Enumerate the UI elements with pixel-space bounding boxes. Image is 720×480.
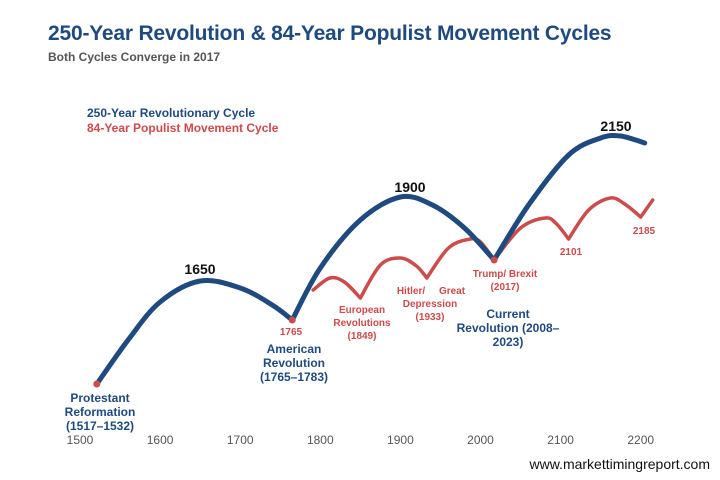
svg-text:Revolution (2008–: Revolution (2008– (457, 321, 560, 335)
svg-text:(1849): (1849) (348, 331, 377, 342)
annotation-hitler: Hitler/ Great Depression (1933) (397, 286, 466, 323)
svg-text:Hitler/: Hitler/ (397, 286, 426, 297)
marker-1765 (288, 316, 296, 324)
annotation-red-1765: 1765 (280, 327, 303, 338)
x-tick-label: 1500 (67, 433, 94, 447)
svg-text:Current: Current (486, 307, 529, 321)
annotation-protestant: Protestant Reformation (1517–1532) (65, 391, 136, 433)
chart-subtitle: Both Cycles Converge in 2017 (48, 50, 221, 64)
peak-label-2150: 2150 (600, 118, 631, 134)
svg-text:European: European (339, 305, 385, 316)
svg-text:Reformation: Reformation (65, 405, 136, 419)
annotation-european: European Revolutions (1849) (333, 305, 391, 342)
annotation-american: American Revolution (1765–1783) (260, 342, 328, 384)
marker-2017 (490, 256, 498, 264)
x-tick-label: 2200 (627, 433, 654, 447)
series-line-revolution (94, 132, 648, 387)
footer-url: www.markettimingreport.com (529, 456, 711, 472)
annotation-current: Current Revolution (2008– 2023) (457, 307, 560, 349)
annotation-red-2101: 2101 (560, 247, 583, 258)
peak-label-1900: 1900 (394, 179, 425, 195)
svg-text:Protestant: Protestant (70, 391, 129, 405)
x-tick-label: 1900 (387, 433, 414, 447)
svg-text:Revolution: Revolution (263, 356, 325, 370)
x-tick-label: 1600 (147, 433, 174, 447)
svg-text:(2017): (2017) (491, 282, 520, 293)
svg-text:Great: Great (439, 286, 466, 297)
svg-text:Depression: Depression (403, 299, 457, 310)
svg-text:(1933): (1933) (416, 312, 445, 323)
x-tick-label: 2000 (467, 433, 494, 447)
legend-populist: 84-Year Populist Movement Cycle (87, 121, 279, 135)
peak-label-1650: 1650 (184, 261, 215, 277)
x-tick-label: 1800 (307, 433, 334, 447)
legend-revolution: 250-Year Revolutionary Cycle (87, 106, 256, 120)
svg-text:Revolutions: Revolutions (333, 318, 391, 329)
svg-text:Trump/ Brexit: Trump/ Brexit (473, 269, 538, 280)
chart-title: 250-Year Revolution & 84-Year Populist M… (48, 22, 612, 45)
annotation-red-2185: 2185 (633, 226, 656, 237)
svg-text:(1517–1532): (1517–1532) (66, 419, 134, 433)
marker-1521 (93, 380, 101, 388)
annotation-trump: Trump/ Brexit (2017) (473, 269, 538, 293)
svg-text:American: American (267, 342, 322, 356)
svg-text:(1765–1783): (1765–1783) (260, 370, 328, 384)
svg-text:2023): 2023) (493, 335, 524, 349)
x-tick-label: 2100 (547, 433, 574, 447)
x-tick-label: 1700 (227, 433, 254, 447)
